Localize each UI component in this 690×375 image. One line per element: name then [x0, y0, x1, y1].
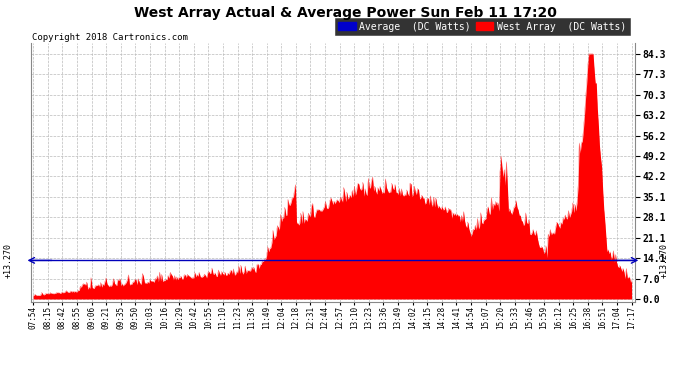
Text: Copyright 2018 Cartronics.com: Copyright 2018 Cartronics.com: [32, 33, 188, 42]
Text: West Array Actual & Average Power Sun Feb 11 17:20: West Array Actual & Average Power Sun Fe…: [134, 6, 556, 20]
Text: +13.270: +13.270: [3, 243, 12, 278]
Text: +13.270: +13.270: [659, 243, 669, 278]
Legend: Average  (DC Watts), West Array  (DC Watts): Average (DC Watts), West Array (DC Watts…: [335, 18, 630, 35]
